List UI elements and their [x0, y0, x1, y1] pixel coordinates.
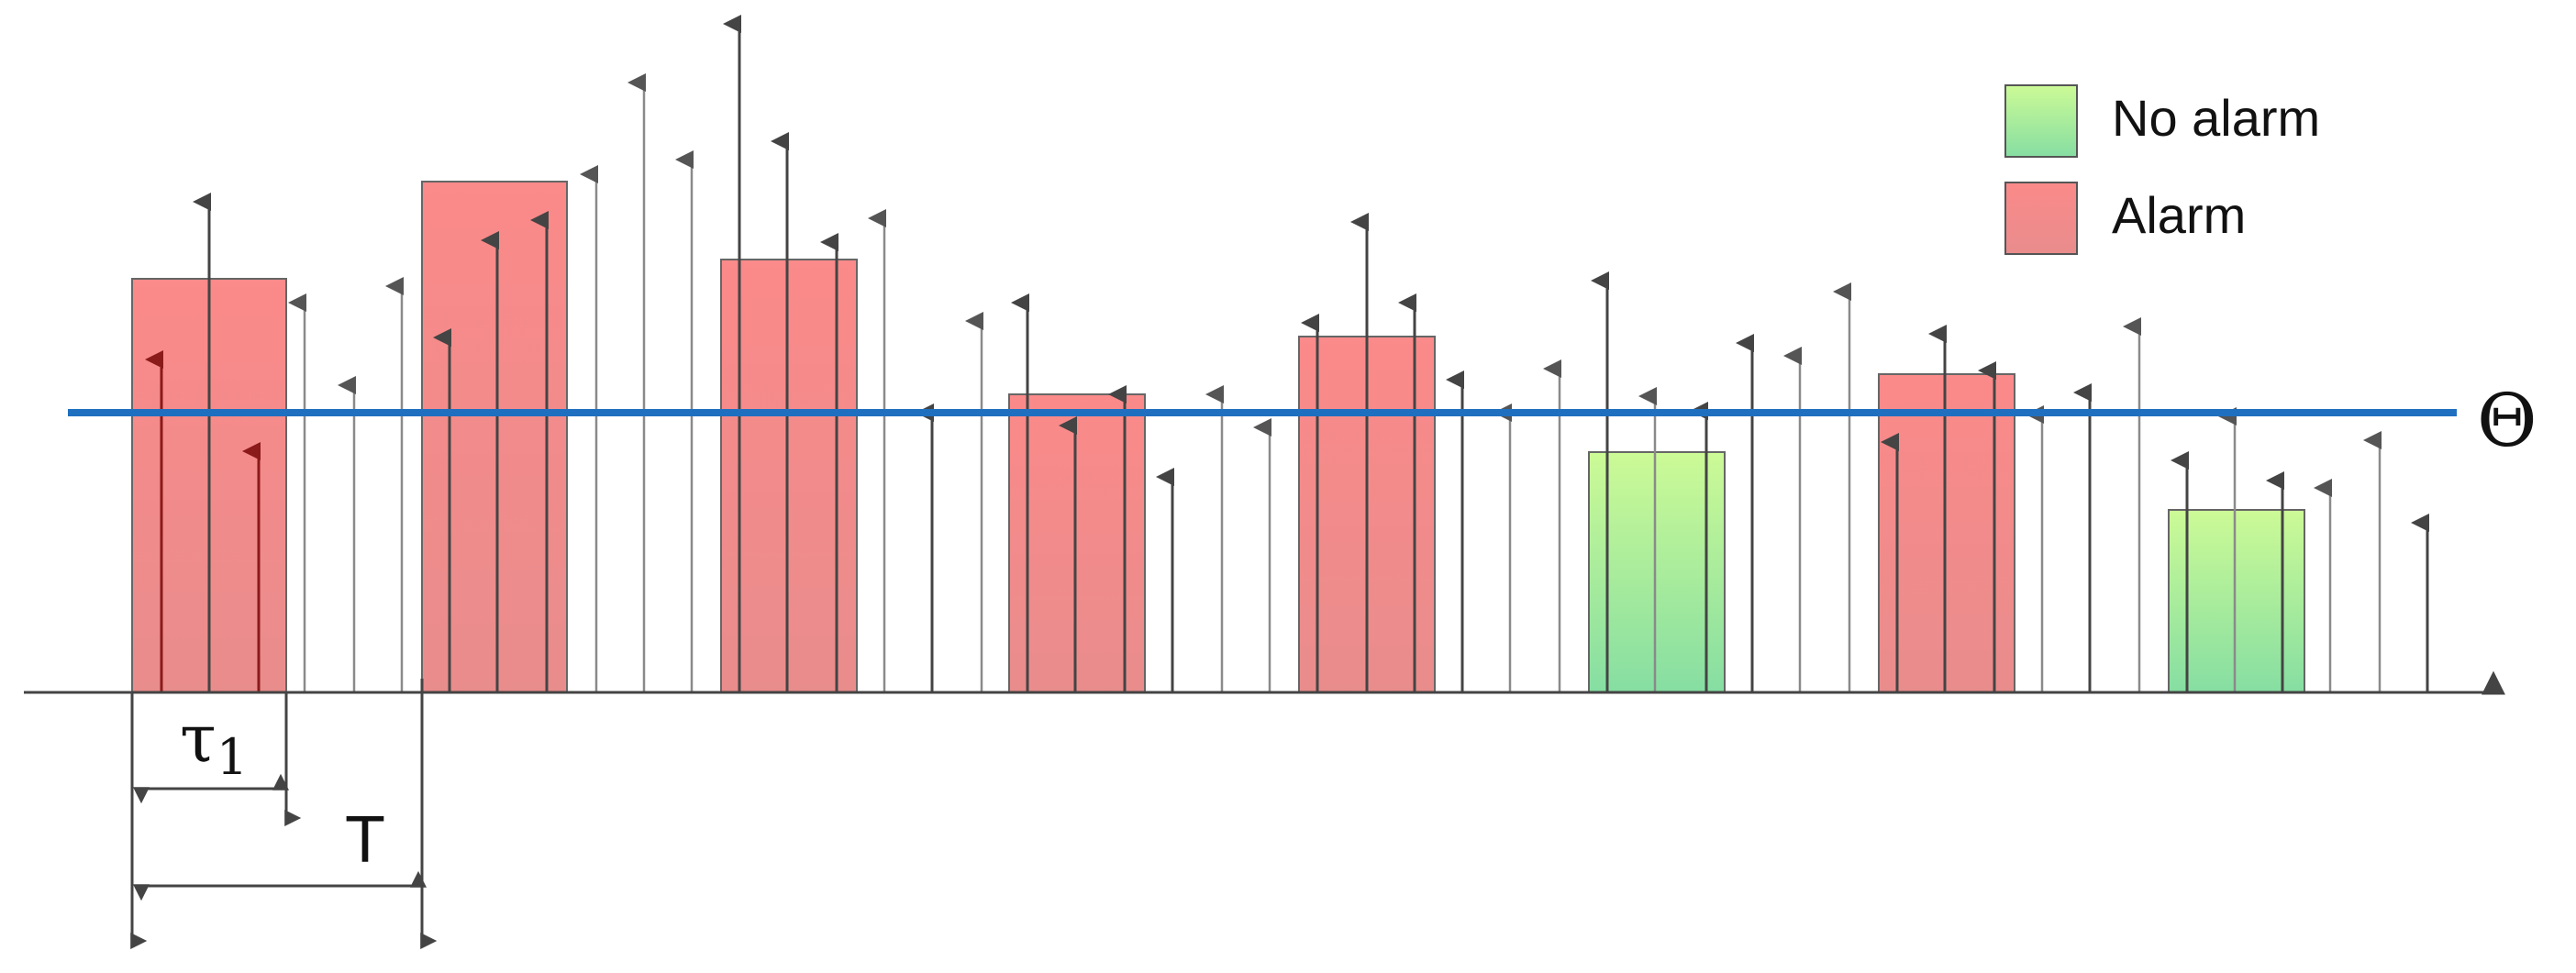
- window-alarm-3: [720, 259, 858, 693]
- legend-swatch-alarm: [2004, 182, 2078, 255]
- window-no-alarm-6: [1588, 451, 1726, 693]
- tau-subscript: 1: [217, 728, 248, 786]
- period-label: T: [345, 803, 385, 877]
- legend-swatch-no-alarm: [2004, 84, 2078, 158]
- legend-label-no-alarm: No alarm: [2112, 89, 2320, 147]
- legend: No alarm Alarm: [2004, 84, 2320, 255]
- window-alarm-7: [1878, 373, 2015, 693]
- spikes-layer: [145, 15, 2429, 692]
- window-no-alarm-8: [2168, 509, 2305, 693]
- threshold-label: Θ: [2477, 378, 2537, 463]
- window-alarm-4: [1008, 393, 1146, 693]
- dimension-annotations: τ1 T: [130, 679, 438, 949]
- window-alarm-2: [421, 181, 568, 693]
- windows-layer: [131, 181, 2305, 693]
- legend-label-alarm: Alarm: [2112, 186, 2246, 244]
- tau-label: τ1: [180, 700, 248, 786]
